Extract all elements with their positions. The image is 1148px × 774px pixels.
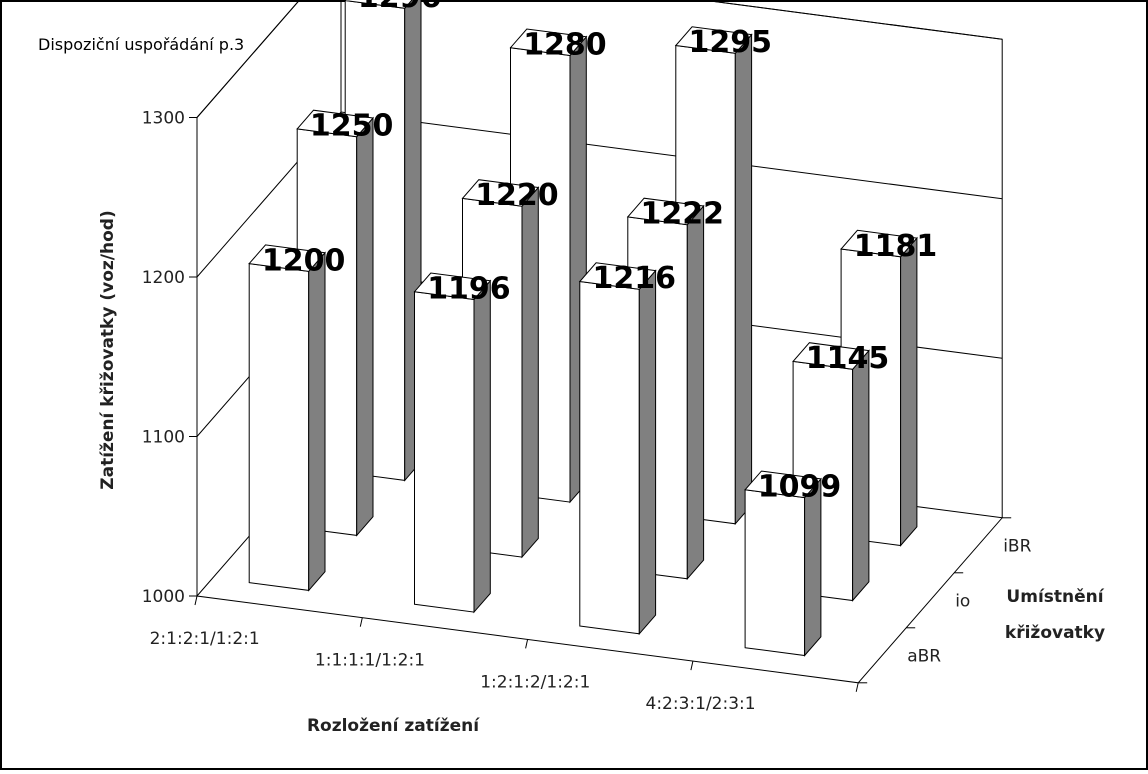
bar-value-label: 1296 [358,0,442,15]
bar-front-face [579,280,640,635]
y-tick-label: 1100 [142,428,185,448]
bar-top-face [344,0,413,9]
bar-value-label: 1216 [593,261,677,296]
bar-top-face [674,26,753,54]
chart-axes: 1000 1100 1200 1300 2:1:2:1/1:2:1 1:1:1:1/1:2… [142,109,1032,714]
bar-top-face [744,470,822,499]
bar-top-face [413,272,492,301]
x-tick-mark [525,639,529,649]
bar-top-face [461,179,540,207]
bar-side-face [521,186,539,559]
bar-front-face [248,263,310,591]
bar-side-face [734,33,753,526]
bar-top-face [626,197,705,226]
bar-top-face [509,28,588,57]
bar-aBR-1: 1200 [248,243,346,592]
x-tick-mark [194,595,198,606]
bar-side-face [804,477,822,657]
z-axis-title-line1: Umístnění [1006,587,1104,607]
bar-side-face [356,116,374,537]
bar-side-face [686,204,705,581]
y-tick-label: 1200 [142,268,185,288]
bar-value-label: 1200 [262,243,346,278]
bar-top-face [578,262,657,290]
gridline [196,111,1003,278]
bar-side-face [308,251,326,592]
bar-top-face [840,229,918,258]
z-axis-title-line2: křižovatky [1005,623,1105,643]
bar-side-face [473,279,491,614]
x-tick-mark [855,682,859,692]
x-tick-label: 1:2:1:2/1:2:1 [480,672,590,692]
z-tick-label: iBR [1003,536,1031,556]
y-axis-title: Zatížení křižovatky (voz/hod) [98,210,118,489]
x-tick-label: 2:1:2:1/1:2:1 [150,629,260,649]
bar-top-face [792,342,870,370]
x-tick-mark [359,617,363,627]
bar-aBR-4: 1099 [744,470,842,657]
x-tick-label: 1:1:1:1/1:2:1 [315,651,425,671]
y-tick-label: 1000 [142,587,185,607]
bar-value-label: 1181 [854,229,938,264]
bar-aBR-3: 1216 [578,261,677,636]
bar-value-label: 1196 [427,271,511,306]
bar-top-face [296,109,374,138]
bar-value-label: 1250 [310,109,394,144]
x-tick-mark [690,660,694,671]
bar-value-label: 1280 [523,27,607,62]
x-axis-title: Rozložení zatížení [307,716,480,736]
bar-value-label: 1222 [641,197,725,232]
chart-bars: 1296 1280 1295 1181 1250 1220 1222 1145 1200 1196… [248,0,938,657]
bar-value-label: 1145 [806,341,890,376]
z-tick-label: aBR [907,646,941,666]
z-tick-label: io [955,591,970,611]
bar-value-label: 1295 [689,25,773,60]
gridline [196,0,1003,118]
bar-side-face [900,236,918,547]
bar-front-face [414,291,475,613]
bar-aBR-2: 1196 [413,271,511,614]
bar-value-label: 1099 [758,470,842,505]
bar-side-face [852,349,870,602]
x-tick-label: 4:2:3:1/2:3:1 [646,694,756,714]
bar-front-face [744,489,806,657]
bar-side-face [638,269,657,636]
chart-title: Dispoziční uspořádání p.3 [38,35,244,54]
bar-value-label: 1220 [475,178,559,213]
y-tick-label: 1300 [142,109,185,129]
bar-top-face [248,244,326,272]
